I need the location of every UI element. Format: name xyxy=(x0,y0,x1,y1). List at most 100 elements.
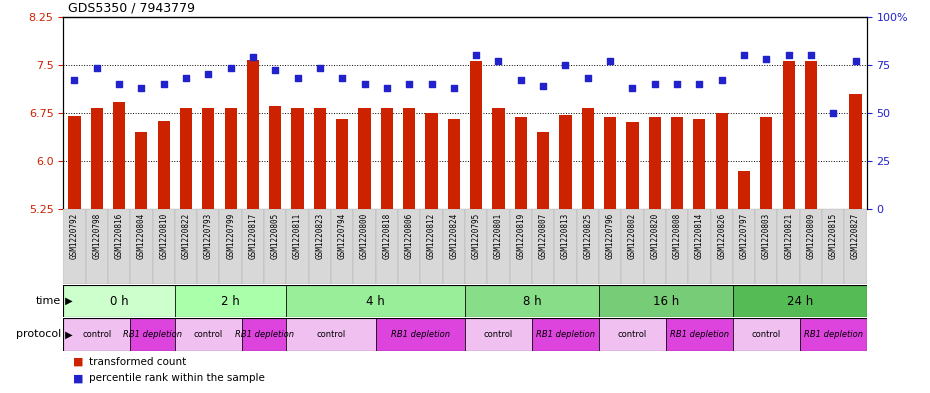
Bar xyxy=(358,108,371,209)
Bar xyxy=(782,61,795,209)
Bar xyxy=(202,108,215,209)
Text: GSM1220810: GSM1220810 xyxy=(159,213,168,259)
Point xyxy=(603,58,618,64)
Text: GSM1220801: GSM1220801 xyxy=(494,213,503,259)
Text: ▶: ▶ xyxy=(62,296,73,306)
Point xyxy=(625,84,640,91)
Bar xyxy=(581,108,594,209)
Point xyxy=(714,77,729,83)
Bar xyxy=(760,117,773,209)
Text: GSM1220817: GSM1220817 xyxy=(248,213,258,259)
Point xyxy=(201,71,216,77)
Bar xyxy=(465,318,532,351)
Text: GSM1220800: GSM1220800 xyxy=(360,213,369,259)
Bar xyxy=(827,209,840,215)
Text: GSM1220802: GSM1220802 xyxy=(628,213,637,259)
Text: GSM1220811: GSM1220811 xyxy=(293,213,302,259)
Bar xyxy=(246,59,259,209)
Bar xyxy=(577,209,599,284)
Bar xyxy=(108,209,130,284)
Text: GSM1220818: GSM1220818 xyxy=(382,213,392,259)
Bar xyxy=(130,318,175,351)
Point xyxy=(156,81,171,87)
Text: RB1 depletion: RB1 depletion xyxy=(536,330,595,339)
Point xyxy=(134,84,149,91)
Bar xyxy=(644,209,666,284)
Bar xyxy=(86,209,108,284)
Point xyxy=(290,75,305,81)
Bar xyxy=(554,209,577,284)
Text: GDS5350 / 7943779: GDS5350 / 7943779 xyxy=(68,2,195,15)
Bar xyxy=(822,209,844,284)
Text: transformed count: transformed count xyxy=(89,357,187,367)
Point xyxy=(826,110,841,116)
Text: RB1 depletion: RB1 depletion xyxy=(670,330,729,339)
Bar xyxy=(666,318,733,351)
Bar xyxy=(286,318,376,351)
Bar xyxy=(733,285,867,317)
Text: GSM1220797: GSM1220797 xyxy=(739,213,749,259)
Bar xyxy=(353,209,376,284)
Text: time: time xyxy=(36,296,61,306)
Bar xyxy=(63,209,86,284)
Bar xyxy=(666,209,688,284)
Bar xyxy=(90,108,103,209)
Bar xyxy=(63,285,175,317)
Bar xyxy=(63,318,130,351)
Text: GSM1220795: GSM1220795 xyxy=(472,213,481,259)
Text: control: control xyxy=(484,330,513,339)
Bar xyxy=(398,209,420,284)
Text: GSM1220799: GSM1220799 xyxy=(226,213,235,259)
Bar xyxy=(447,119,460,209)
Bar xyxy=(425,113,438,209)
Text: 8 h: 8 h xyxy=(523,294,541,308)
Text: GSM1220822: GSM1220822 xyxy=(181,213,191,259)
Bar xyxy=(175,285,286,317)
Text: GSM1220824: GSM1220824 xyxy=(449,213,458,259)
Text: protocol: protocol xyxy=(16,329,61,340)
Bar xyxy=(291,108,304,209)
Text: GSM1220821: GSM1220821 xyxy=(784,213,793,259)
Bar xyxy=(380,108,393,209)
Point xyxy=(670,81,684,87)
Bar xyxy=(804,61,817,209)
Text: 24 h: 24 h xyxy=(787,294,813,308)
Text: 2 h: 2 h xyxy=(221,294,240,308)
Bar xyxy=(264,209,286,284)
Text: GSM1220823: GSM1220823 xyxy=(315,213,325,259)
Point xyxy=(89,65,104,72)
Point xyxy=(759,56,774,62)
Text: ■: ■ xyxy=(73,357,83,367)
Point xyxy=(424,81,439,87)
Point xyxy=(580,75,595,81)
Bar xyxy=(153,209,175,284)
Bar xyxy=(130,209,153,284)
Text: GSM1220807: GSM1220807 xyxy=(538,213,548,259)
Bar xyxy=(599,318,666,351)
Bar xyxy=(219,209,242,284)
Text: GSM1220820: GSM1220820 xyxy=(650,213,659,259)
Text: control: control xyxy=(618,330,647,339)
Bar xyxy=(688,209,711,284)
Bar xyxy=(242,318,286,351)
Text: GSM1220805: GSM1220805 xyxy=(271,213,280,259)
Text: control: control xyxy=(751,330,781,339)
Point xyxy=(223,65,238,72)
Text: control: control xyxy=(316,330,346,339)
Text: ▶: ▶ xyxy=(62,329,73,340)
Bar xyxy=(849,94,862,209)
Text: RB1 depletion: RB1 depletion xyxy=(234,330,294,339)
Bar xyxy=(800,318,867,351)
Bar xyxy=(224,108,237,209)
Point xyxy=(469,52,484,58)
Text: GSM1220792: GSM1220792 xyxy=(70,213,79,259)
Bar xyxy=(755,209,777,284)
Bar xyxy=(532,318,599,351)
Bar xyxy=(715,113,728,209)
Point xyxy=(781,52,796,58)
Bar xyxy=(733,209,755,284)
Point xyxy=(513,77,528,83)
Text: ■: ■ xyxy=(73,373,83,384)
Bar xyxy=(465,209,487,284)
Bar xyxy=(286,285,465,317)
